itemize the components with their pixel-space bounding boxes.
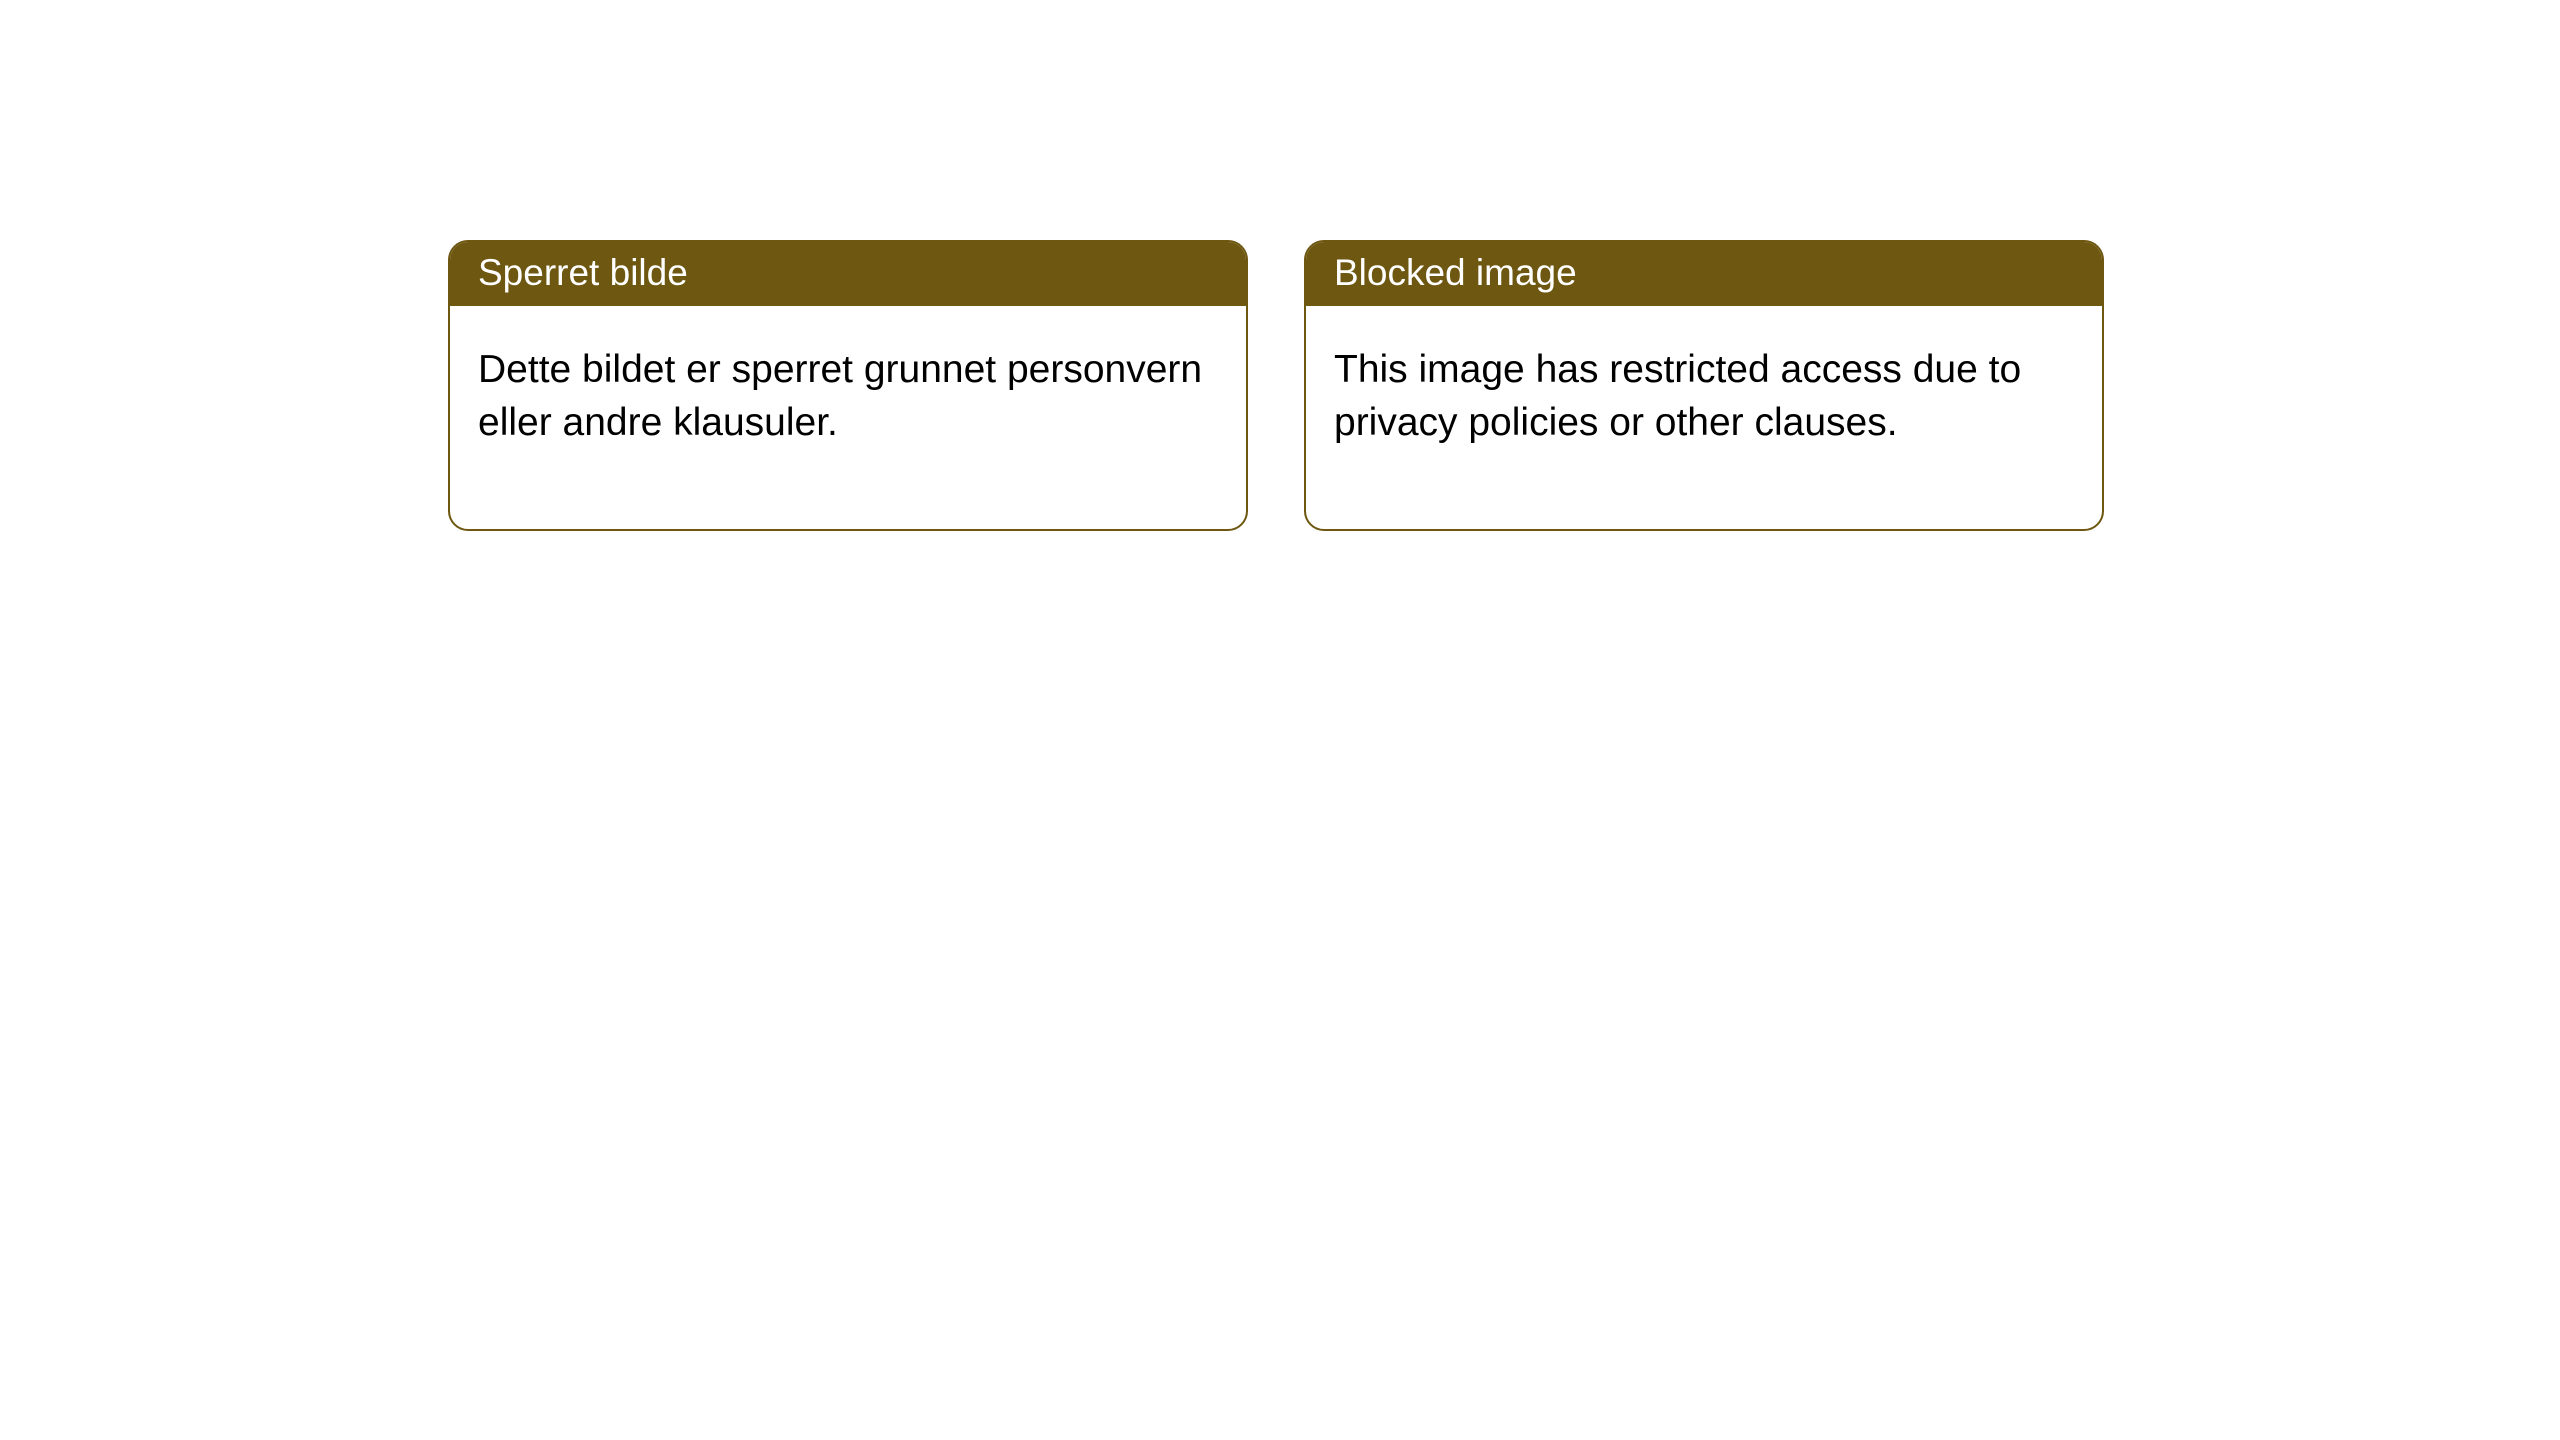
notice-body-no: Dette bildet er sperret grunnet personve…: [450, 306, 1246, 529]
notice-header-en: Blocked image: [1306, 242, 2102, 306]
notice-header-no: Sperret bilde: [450, 242, 1246, 306]
notice-body-en: This image has restricted access due to …: [1306, 306, 2102, 529]
notice-card-no: Sperret bilde Dette bildet er sperret gr…: [448, 240, 1248, 531]
notice-container: Sperret bilde Dette bildet er sperret gr…: [0, 0, 2560, 531]
notice-card-en: Blocked image This image has restricted …: [1304, 240, 2104, 531]
